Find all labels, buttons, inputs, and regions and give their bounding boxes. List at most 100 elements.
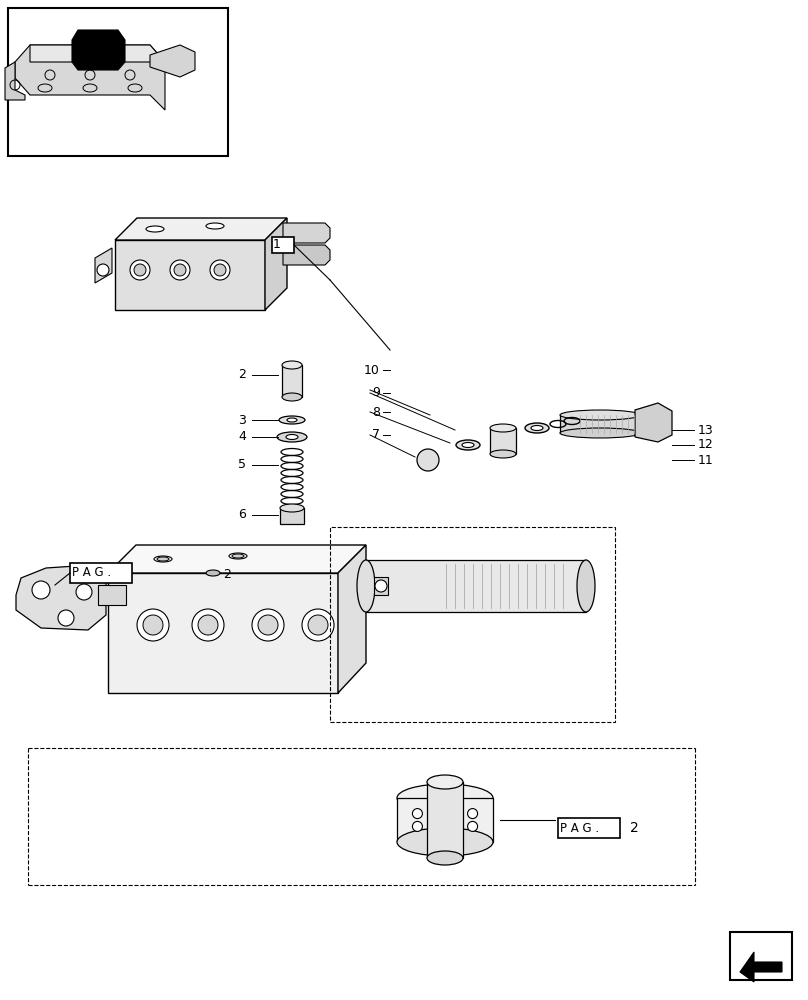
Polygon shape	[115, 240, 265, 310]
Circle shape	[308, 615, 328, 635]
Circle shape	[137, 609, 169, 641]
Text: 2: 2	[223, 568, 231, 582]
Text: 7: 7	[372, 428, 380, 442]
Circle shape	[412, 821, 423, 831]
Text: 8: 8	[372, 406, 380, 418]
Circle shape	[468, 821, 478, 831]
Ellipse shape	[462, 442, 474, 448]
Bar	[397, 798, 493, 842]
Polygon shape	[283, 245, 330, 265]
Circle shape	[198, 615, 218, 635]
Bar	[280, 508, 304, 524]
Bar	[730, 932, 792, 980]
Circle shape	[134, 264, 146, 276]
Ellipse shape	[287, 418, 297, 422]
Ellipse shape	[229, 553, 247, 559]
Ellipse shape	[525, 423, 549, 433]
Circle shape	[252, 609, 284, 641]
Circle shape	[302, 609, 334, 641]
Polygon shape	[5, 62, 25, 100]
Bar	[490, 428, 516, 454]
Text: 6: 6	[238, 508, 246, 522]
Circle shape	[468, 809, 478, 819]
Ellipse shape	[490, 424, 516, 432]
Text: 3: 3	[238, 414, 246, 426]
Ellipse shape	[232, 554, 244, 558]
Bar	[366, 560, 586, 612]
Polygon shape	[16, 565, 106, 630]
Polygon shape	[338, 545, 366, 693]
Ellipse shape	[357, 560, 375, 612]
Ellipse shape	[427, 775, 463, 789]
Circle shape	[174, 264, 186, 276]
Circle shape	[97, 264, 109, 276]
Text: 2: 2	[630, 821, 639, 835]
Ellipse shape	[397, 784, 493, 812]
Bar	[8, 8, 228, 156]
Ellipse shape	[277, 432, 307, 442]
Text: 2: 2	[238, 368, 246, 381]
Text: 10: 10	[364, 363, 380, 376]
Polygon shape	[283, 223, 330, 243]
Polygon shape	[108, 573, 338, 693]
Circle shape	[130, 260, 150, 280]
Text: 1: 1	[273, 238, 281, 251]
Polygon shape	[30, 45, 165, 62]
Bar	[560, 415, 640, 433]
Text: 9: 9	[372, 386, 380, 399]
Circle shape	[76, 584, 92, 600]
Ellipse shape	[280, 504, 304, 512]
Ellipse shape	[286, 434, 298, 440]
Ellipse shape	[531, 426, 543, 430]
Ellipse shape	[560, 410, 640, 420]
Bar	[98, 585, 126, 605]
Polygon shape	[95, 248, 112, 283]
Ellipse shape	[577, 560, 595, 612]
Ellipse shape	[427, 851, 463, 865]
Ellipse shape	[279, 416, 305, 424]
Circle shape	[417, 449, 439, 471]
Bar	[427, 782, 463, 858]
Text: P A G .: P A G .	[560, 822, 599, 834]
Circle shape	[170, 260, 190, 280]
Polygon shape	[740, 952, 782, 982]
Polygon shape	[108, 545, 366, 573]
Circle shape	[214, 264, 226, 276]
Ellipse shape	[146, 226, 164, 232]
Ellipse shape	[154, 556, 172, 562]
Ellipse shape	[282, 393, 302, 401]
Circle shape	[210, 260, 230, 280]
Polygon shape	[635, 403, 672, 442]
Circle shape	[258, 615, 278, 635]
Ellipse shape	[157, 557, 169, 561]
Polygon shape	[115, 218, 287, 240]
Bar	[558, 818, 620, 838]
Polygon shape	[15, 45, 165, 110]
Polygon shape	[265, 218, 287, 310]
Bar	[70, 563, 132, 583]
Circle shape	[32, 581, 50, 599]
Text: 12: 12	[698, 438, 713, 452]
Circle shape	[143, 615, 163, 635]
Ellipse shape	[560, 428, 640, 438]
Polygon shape	[72, 30, 125, 70]
Bar	[272, 237, 294, 253]
Ellipse shape	[490, 450, 516, 458]
Text: 11: 11	[698, 454, 713, 466]
Circle shape	[375, 580, 387, 592]
Ellipse shape	[397, 828, 493, 856]
Polygon shape	[150, 45, 195, 77]
Ellipse shape	[206, 223, 224, 229]
Circle shape	[58, 610, 74, 626]
Bar	[330, 527, 615, 722]
Ellipse shape	[206, 570, 220, 576]
Text: P A G .: P A G .	[72, 566, 112, 580]
Ellipse shape	[456, 440, 480, 450]
Text: 13: 13	[698, 424, 713, 436]
Text: 5: 5	[238, 458, 246, 472]
Text: 4: 4	[238, 430, 246, 444]
Circle shape	[192, 609, 224, 641]
Bar	[282, 365, 302, 397]
Ellipse shape	[282, 361, 302, 369]
Bar	[374, 577, 388, 595]
